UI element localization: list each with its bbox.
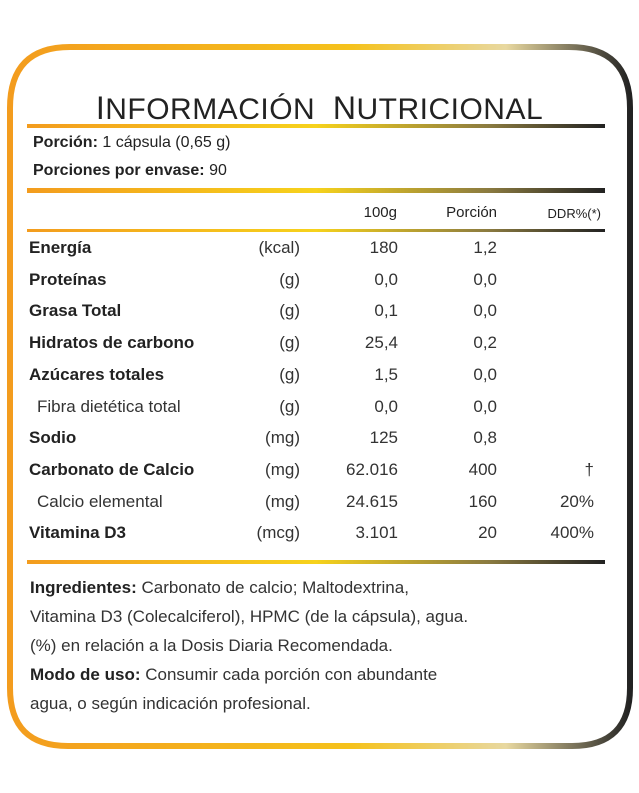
value-per-portion: 0,0 (473, 396, 497, 416)
value-per-100g: 24.615 (346, 491, 398, 511)
table-row: Sodio (mg) 125 0,8 (27, 423, 605, 453)
usage-text-1: Consumir cada porción con abundante (145, 665, 438, 684)
table-row: Carbonato de Calcio (mg) 62.016 400 † (27, 455, 605, 485)
title-word-2: UTRICIONAL (356, 93, 544, 126)
nutrient-unit: (mg) (265, 428, 300, 448)
nutrient-unit: (g) (279, 269, 300, 289)
servings-line: Porciones por envase: 90 (33, 162, 227, 180)
value-per-100g: 0,1 (374, 301, 398, 321)
value-per-100g: 180 (369, 238, 398, 257)
value-per-100g: 25,4 (364, 333, 398, 353)
table-row: Calcio elemental (mg) 24.615 160 20% (27, 487, 605, 517)
label-title: INFORMACIÓN NUTRICIONAL (0, 90, 639, 127)
column-header-100g: 100g (363, 204, 397, 221)
value-per-portion: 160 (468, 491, 497, 511)
portion-label: Porción: (33, 134, 98, 151)
value-per-100g: 62.016 (346, 459, 398, 479)
ingredients-text-1: Carbonato de calcio; Maltodextrina, (141, 578, 409, 597)
ingredients-text-2: Vitamina D3 (Colecalciferol), HPMC (de l… (30, 607, 469, 626)
table-row: Proteínas (g) 0,0 0,0 (27, 265, 605, 295)
nutrient-unit: (kcal) (258, 238, 300, 257)
usage-label: Modo de uso: (30, 665, 141, 684)
table-row: Azúcares totales (g) 1,5 0,0 (27, 360, 605, 390)
value-per-portion: 20 (478, 523, 497, 543)
nutrient-unit: (g) (279, 364, 300, 384)
nutrient-name: Energía (29, 238, 92, 257)
value-per-100g: 3.101 (355, 523, 398, 543)
nutrient-name: Proteínas (29, 269, 107, 289)
value-per-100g: 125 (369, 428, 398, 448)
nutrient-unit: (g) (279, 301, 300, 321)
nutrient-name: Azúcares totales (29, 364, 165, 384)
value-per-portion: 1,2 (473, 238, 497, 257)
value-per-portion: 0,0 (473, 301, 497, 321)
value-per-portion: 0,2 (473, 333, 497, 353)
servings-value: 90 (209, 162, 227, 179)
column-header-ddr: DDR%(*) (547, 206, 601, 221)
nutrient-unit: (g) (279, 333, 300, 353)
value-per-portion: 0,8 (473, 428, 497, 448)
value-ddr: 20% (559, 491, 594, 511)
value-ddr: 400% (550, 523, 594, 543)
value-ddr: † (584, 459, 594, 479)
ingredients-block: Ingredientes: Carbonato de calcio; Malto… (30, 573, 615, 718)
usage-text-2: agua, o según indicación profesional. (30, 694, 311, 713)
nutrient-name: Carbonato de Calcio (29, 459, 195, 479)
value-per-portion: 0,0 (473, 364, 497, 384)
portion-value: 1 cápsula (0,65 g) (102, 134, 231, 151)
table-row: Grasa Total (g) 0,1 0,0 (27, 296, 605, 326)
nutrient-name: Calcio elemental (37, 491, 163, 511)
column-header-portion: Porción (446, 204, 497, 221)
nutrient-unit: (mcg) (256, 523, 300, 543)
value-per-100g: 0,0 (374, 396, 398, 416)
nutrient-name: Hidratos de carbono (29, 333, 195, 353)
title-initial-2: N (332, 90, 357, 126)
value-per-portion: 400 (468, 459, 497, 479)
table-row: Hidratos de carbono (g) 25,4 0,2 (27, 328, 605, 358)
table-row: Vitamina D3 (mcg) 3.101 20 400% (27, 518, 605, 548)
nutrient-unit: (mg) (265, 491, 300, 511)
nutrient-unit: (mg) (265, 459, 300, 479)
nutrient-unit: (g) (279, 396, 300, 416)
servings-label: Porciones por envase: (33, 162, 205, 179)
ingredients-label: Ingredientes: (30, 578, 137, 597)
nutrient-name: Sodio (29, 428, 77, 448)
title-word-1: NFORMACIÓN (105, 93, 316, 126)
value-per-portion: 0,0 (473, 269, 497, 289)
portion-line: Porción: 1 cápsula (0,65 g) (33, 134, 230, 152)
table-row: Energía (kcal) 180 1,2 (27, 233, 605, 263)
nutrient-name: Fibra dietética total (37, 396, 181, 416)
value-per-100g: 1,5 (374, 364, 398, 384)
nutrient-name: Grasa Total (29, 301, 122, 321)
table-row: Fibra dietética total (g) 0,0 0,0 (27, 392, 605, 422)
value-per-100g: 0,0 (374, 269, 398, 289)
nutrient-name: Vitamina D3 (29, 523, 127, 543)
title-initial: I (95, 90, 106, 126)
ddr-note: (%) en relación a la Dosis Diaria Recome… (30, 636, 393, 655)
